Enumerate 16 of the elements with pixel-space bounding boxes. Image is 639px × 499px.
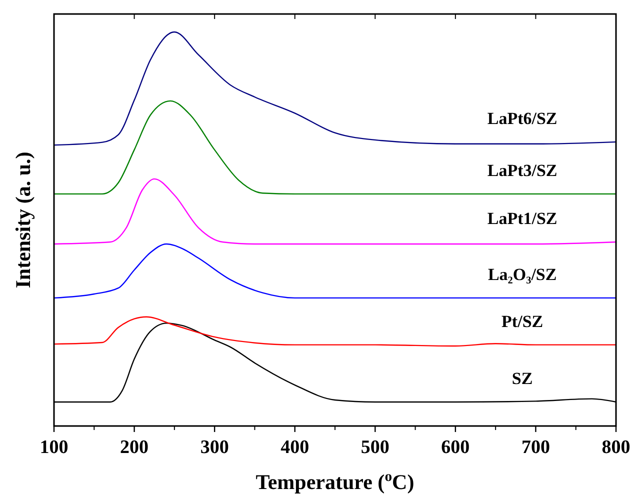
x-tick-label: 500 [360, 437, 390, 458]
series-label: LaPt3/SZ [487, 160, 558, 180]
x-axis-title: Temperature ($^{o}$C) [256, 469, 414, 494]
series-label: LaPt1/SZ [487, 209, 558, 228]
x-tick-label: 600 [441, 437, 470, 458]
x-tick-label: 200 [120, 437, 149, 458]
series-label: Pt/SZ [502, 312, 544, 331]
series-label: LaPt6/SZ [487, 108, 558, 128]
x-tick-label: 400 [280, 437, 310, 458]
x-tick-label: 300 [200, 437, 229, 458]
y-axis-title: Intensity (a. u.) [11, 152, 35, 288]
series-label: La₂O₃/SZ [488, 264, 557, 284]
x-tick-label: 100 [40, 437, 68, 458]
series-label: SZ [512, 368, 533, 388]
x-tick-label: 700 [521, 437, 550, 458]
x-tick-label: 800 [602, 437, 630, 458]
